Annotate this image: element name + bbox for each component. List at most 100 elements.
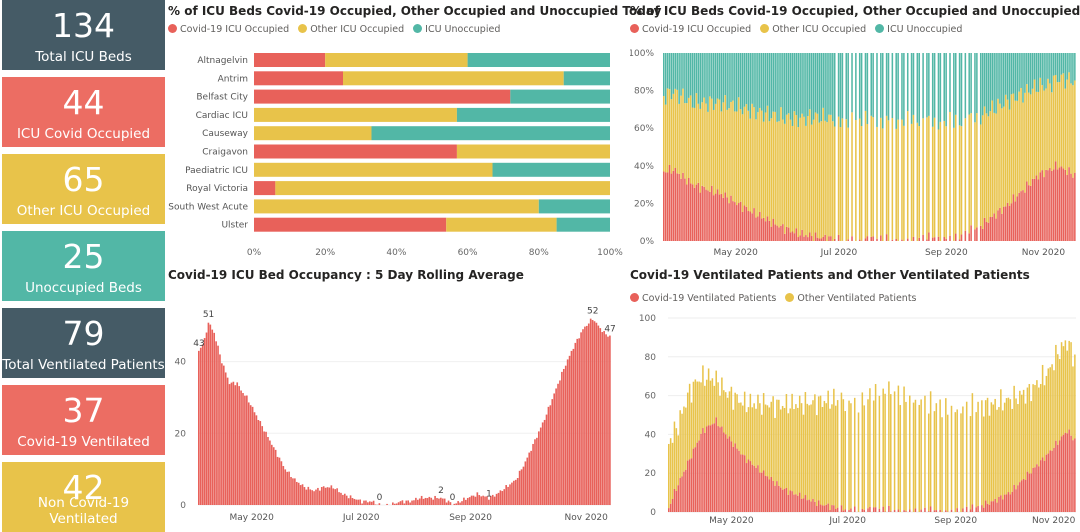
bar-other: [742, 114, 744, 212]
bar-covid-ventilated: [748, 459, 750, 512]
bar: [261, 426, 263, 505]
bar: [200, 348, 202, 505]
bar-covid: [755, 218, 757, 241]
bar-other: [968, 115, 970, 234]
x-tick-label: Sep 2020: [449, 513, 492, 523]
bar-covid-ventilated: [687, 461, 689, 512]
bar-other: [728, 108, 730, 203]
bar-covid: [757, 216, 759, 241]
legend-dot-other: [298, 24, 307, 33]
bar-other: [991, 100, 993, 216]
bar-other: [771, 118, 773, 226]
bar-covid-ventilated: [691, 458, 693, 512]
bar-covid: [753, 208, 755, 241]
bar-other: [792, 126, 794, 232]
bar-other-ventilated: [915, 400, 917, 509]
bar: [290, 477, 292, 505]
bar-other: [703, 98, 705, 187]
bar-covid: [892, 240, 894, 241]
kpi-label: Total Ventilated Patients: [2, 357, 165, 373]
bar: [536, 438, 538, 505]
bar-other-ventilated: [841, 393, 843, 506]
bar-other-ventilated: [1029, 384, 1031, 474]
bar-other: [748, 111, 750, 211]
bar-other: [1057, 82, 1059, 169]
bar-unoccupied: [895, 53, 897, 129]
bar-unoccupied: [970, 53, 972, 113]
bar-covid: [780, 226, 782, 241]
bar-covid: [1036, 175, 1038, 241]
bar: [588, 324, 590, 505]
bar-other: [945, 126, 947, 239]
bar-covid: [676, 173, 678, 241]
bar-unoccupied: [753, 53, 755, 107]
bar-other: [1066, 80, 1068, 175]
bar: [286, 472, 288, 505]
bar-other-ventilated: [873, 401, 875, 508]
bar-other: [751, 104, 753, 213]
bar: [361, 504, 363, 505]
bar-unoccupied: [1051, 53, 1053, 92]
bar-covid-ventilated: [844, 509, 846, 512]
bar-other: [817, 114, 819, 238]
bar: [359, 499, 361, 505]
bar-other: [663, 96, 665, 171]
bar-covid: [1064, 170, 1066, 241]
bar-other: [696, 93, 698, 184]
bar-unoccupied: [724, 53, 726, 95]
bar: [500, 490, 502, 505]
bar: [396, 503, 398, 505]
bar-other: [907, 111, 909, 239]
bar-other: [796, 115, 798, 228]
bar-unoccupied: [984, 53, 986, 106]
bar: [267, 437, 269, 505]
bar-unoccupied: [699, 53, 701, 109]
bar-covid: [828, 236, 830, 241]
bar-covid: [799, 235, 801, 241]
bar: [198, 351, 200, 505]
bar-other-ventilated: [1070, 342, 1072, 436]
bar-covid-ventilated: [820, 505, 822, 512]
bar-covid-ventilated: [930, 506, 932, 512]
bar-covid-ventilated: [920, 510, 922, 512]
bar-covid-ventilated: [928, 511, 930, 512]
bar-other-ventilated: [939, 399, 941, 509]
bar: [415, 498, 417, 505]
bar-unoccupied: [734, 53, 736, 111]
bar-other-ventilated: [833, 389, 835, 506]
bar-other: [872, 117, 874, 236]
bar-other-ventilated: [934, 411, 936, 510]
bar: [430, 498, 432, 505]
bar-covid: [751, 213, 753, 241]
bar-other-ventilated: [784, 408, 786, 489]
bar: [348, 498, 350, 505]
bar-unoccupied: [786, 53, 788, 115]
bar-segment: [325, 53, 467, 67]
bar-other: [807, 116, 809, 237]
bar-covid: [997, 210, 999, 241]
bar-other-ventilated: [733, 410, 735, 447]
bar-covid-ventilated: [1030, 473, 1032, 512]
bar-unoccupied: [794, 53, 796, 111]
bar-other-ventilated: [799, 396, 801, 493]
bar-other: [826, 122, 828, 241]
bar-unoccupied: [1070, 53, 1072, 83]
bar-other-ventilated: [729, 391, 731, 436]
bar-other: [1020, 88, 1022, 191]
bar-unoccupied: [774, 53, 776, 112]
bar-other-ventilated: [812, 400, 814, 499]
x-tick-label: Jul 2020: [828, 516, 866, 526]
chart-title: % of ICU Beds Covid-19 Occupied, Other O…: [630, 4, 1080, 18]
bar-covid-ventilated: [761, 473, 763, 512]
bar-other: [855, 120, 857, 241]
bar-covid: [999, 208, 1001, 241]
bar-unoccupied: [847, 53, 849, 128]
bar-unoccupied: [719, 53, 721, 100]
bar-other: [834, 127, 836, 239]
bar-unoccupied: [797, 53, 799, 127]
bar-other: [709, 96, 711, 191]
bar: [434, 496, 436, 505]
bar-unoccupied: [684, 53, 686, 103]
bar-unoccupied: [965, 53, 967, 118]
bar-covid: [675, 168, 677, 241]
